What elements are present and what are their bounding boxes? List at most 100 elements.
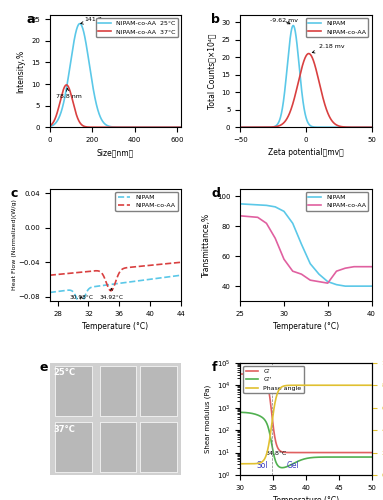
G'' <box>280 464 285 470</box>
G' <box>353 450 357 456</box>
NIPAM-co-AA  25°C <box>77 20 82 26</box>
Phase angle <box>369 382 374 388</box>
Text: 25°C: 25°C <box>54 368 76 378</box>
Line: NIPAM: NIPAM <box>50 275 181 304</box>
NIPAM-co-AA <box>317 278 321 284</box>
Line: G': G' <box>240 374 372 452</box>
NIPAM-co-AA <box>119 267 123 273</box>
G' <box>300 450 305 456</box>
Line: NIPAM-co-AA: NIPAM-co-AA <box>50 262 181 291</box>
Bar <box>55 422 92 472</box>
NIPAM-co-AA <box>296 80 300 86</box>
G' <box>309 450 314 456</box>
NIPAM-co-AA <box>111 285 116 291</box>
NIPAM-co-AA <box>47 272 52 278</box>
Line: NIPAM-co-AA  37°C: NIPAM-co-AA 37°C <box>50 85 181 127</box>
NIPAM <box>360 283 365 289</box>
NIPAM <box>238 124 242 130</box>
Phase angle <box>366 382 371 388</box>
NIPAM-co-AA  37°C <box>138 124 142 130</box>
G' <box>366 450 371 456</box>
NIPAM-co-AA <box>352 264 356 270</box>
NIPAM-co-AA  37°C <box>179 124 183 130</box>
NIPAM <box>179 272 183 278</box>
NIPAM <box>238 201 242 207</box>
NIPAM <box>343 283 347 289</box>
NIPAM-co-AA <box>251 124 256 130</box>
G' <box>301 450 306 456</box>
Legend: NIPAM, NIPAM-co-AA: NIPAM, NIPAM-co-AA <box>306 192 368 211</box>
X-axis label: Size（nm）: Size（nm） <box>97 148 134 158</box>
NIPAM <box>119 280 123 286</box>
NIPAM-co-AA <box>299 271 304 277</box>
G'' <box>238 410 242 416</box>
NIPAM <box>308 260 313 266</box>
Bar <box>100 366 136 416</box>
NIPAM <box>369 124 374 130</box>
NIPAM-co-AA <box>291 99 296 105</box>
NIPAM-co-AA <box>126 264 131 270</box>
G'' <box>316 454 321 460</box>
Line: NIPAM-co-AA: NIPAM-co-AA <box>240 54 372 127</box>
NIPAM-co-AA <box>369 124 374 130</box>
NIPAM-co-AA <box>282 256 286 262</box>
Text: 2.18 mv: 2.18 mv <box>312 44 345 53</box>
NIPAM <box>369 283 374 289</box>
NIPAM-co-AA  25°C <box>150 124 155 130</box>
NIPAM-co-AA  37°C <box>105 124 110 130</box>
G' <box>316 450 321 456</box>
NIPAM <box>282 208 286 214</box>
G'' <box>346 454 350 460</box>
NIPAM-co-AA  25°C <box>47 124 52 130</box>
NIPAM <box>334 282 339 288</box>
Phase angle <box>238 461 242 467</box>
Phase angle <box>301 382 306 388</box>
NIPAM-co-AA <box>179 260 183 266</box>
Text: 141.7nm: 141.7nm <box>81 18 112 24</box>
NIPAM <box>110 281 115 287</box>
NIPAM <box>251 124 256 130</box>
Line: NIPAM: NIPAM <box>240 26 372 127</box>
NIPAM <box>155 276 160 281</box>
Line: NIPAM: NIPAM <box>240 204 372 286</box>
Y-axis label: Total Counts（×10⁴）: Total Counts（×10⁴） <box>207 34 216 109</box>
Legend: NIPAM, NIPAM-co-AA: NIPAM, NIPAM-co-AA <box>116 192 178 211</box>
NIPAM-co-AA <box>255 214 260 220</box>
X-axis label: Zeta potential（mv）: Zeta potential（mv） <box>268 148 344 158</box>
NIPAM-co-AA <box>110 286 115 292</box>
Bar <box>100 422 136 472</box>
NIPAM <box>290 220 295 226</box>
G'' <box>366 454 371 460</box>
Text: -9.62 mv: -9.62 mv <box>270 18 298 24</box>
Text: b: b <box>211 13 220 26</box>
NIPAM-co-AA <box>360 264 365 270</box>
Text: Gel: Gel <box>286 461 299 470</box>
NIPAM-co-AA <box>340 124 345 130</box>
Phase angle <box>309 382 314 388</box>
Line: NIPAM-co-AA  25°C: NIPAM-co-AA 25°C <box>50 24 181 127</box>
NIPAM-co-AA  25°C <box>152 124 157 130</box>
NIPAM <box>264 202 269 208</box>
Legend: NIPAM-co-AA  25°C, NIPAM-co-AA  37°C: NIPAM-co-AA 25°C, NIPAM-co-AA 37°C <box>96 18 178 37</box>
Text: a: a <box>26 13 34 26</box>
Text: e: e <box>39 360 48 374</box>
Y-axis label: Heat Flow (Normalized)(W/g): Heat Flow (Normalized)(W/g) <box>12 200 17 290</box>
Phase angle <box>345 382 350 388</box>
Bar <box>141 366 177 416</box>
G'' <box>301 456 305 462</box>
NIPAM-co-AA  25°C <box>101 119 105 125</box>
NIPAM-co-AA <box>343 265 347 271</box>
NIPAM-co-AA <box>176 260 180 266</box>
Line: G'': G'' <box>240 412 372 468</box>
NIPAM <box>328 124 333 130</box>
NIPAM-co-AA  37°C <box>152 124 157 130</box>
NIPAM-co-AA <box>238 124 242 130</box>
Text: Sol: Sol <box>257 461 268 470</box>
NIPAM-co-AA  25°C <box>138 124 142 130</box>
Bar <box>141 422 177 472</box>
NIPAM-co-AA <box>308 277 313 283</box>
NIPAM-co-AA  25°C <box>105 123 110 129</box>
Phase angle <box>316 382 321 388</box>
Phase angle <box>366 382 371 388</box>
NIPAM <box>78 301 83 307</box>
